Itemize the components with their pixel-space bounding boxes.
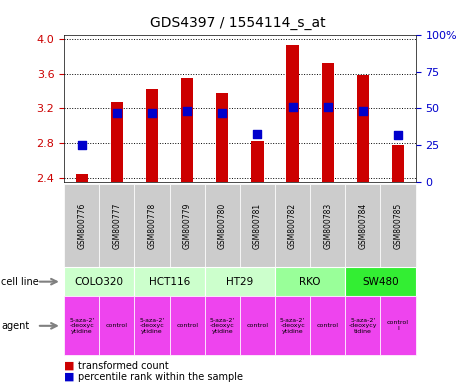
Point — [113, 110, 121, 116]
Text: percentile rank within the sample: percentile rank within the sample — [78, 372, 243, 382]
Text: 5-aza-2'
-deoxyc
ytidine: 5-aza-2' -deoxyc ytidine — [69, 318, 95, 334]
Text: 5-aza-2'
-deoxyc
ytidine: 5-aza-2' -deoxyc ytidine — [209, 318, 235, 334]
Bar — [76, 174, 88, 182]
Text: GSM800777: GSM800777 — [113, 202, 121, 249]
Text: transformed count: transformed count — [78, 361, 169, 371]
Text: control: control — [317, 323, 339, 328]
Text: HT29: HT29 — [226, 276, 254, 287]
Point — [78, 142, 86, 149]
Text: GSM800785: GSM800785 — [394, 202, 402, 249]
Bar — [146, 89, 158, 182]
Bar — [216, 93, 228, 182]
Point — [359, 108, 367, 114]
Bar — [251, 141, 264, 182]
Text: agent: agent — [1, 321, 29, 331]
Text: COLO320: COLO320 — [75, 276, 124, 287]
Text: GSM800783: GSM800783 — [323, 202, 332, 249]
Text: GSM800776: GSM800776 — [77, 202, 86, 249]
Bar — [286, 45, 299, 182]
Text: control
l: control l — [387, 320, 409, 331]
Bar — [392, 145, 404, 182]
Text: control: control — [247, 323, 268, 328]
Point — [183, 108, 191, 114]
Text: control: control — [106, 323, 128, 328]
Point — [394, 132, 402, 138]
Text: GDS4397 / 1554114_s_at: GDS4397 / 1554114_s_at — [150, 16, 325, 30]
Text: ■: ■ — [64, 361, 75, 371]
Text: 5-aza-2'
-deoxyc
ytidine: 5-aza-2' -deoxyc ytidine — [280, 318, 305, 334]
Text: GSM800780: GSM800780 — [218, 202, 227, 249]
Text: GSM800779: GSM800779 — [183, 202, 191, 249]
Bar — [181, 78, 193, 182]
Text: GSM800778: GSM800778 — [148, 202, 156, 249]
Text: RKO: RKO — [299, 276, 321, 287]
Text: control: control — [176, 323, 198, 328]
Text: GSM800784: GSM800784 — [359, 202, 367, 249]
Text: GSM800782: GSM800782 — [288, 202, 297, 249]
Bar — [111, 103, 123, 182]
Text: SW480: SW480 — [362, 276, 399, 287]
Point — [254, 131, 261, 137]
Text: cell line: cell line — [1, 276, 39, 287]
Point — [148, 110, 156, 116]
Point — [324, 104, 332, 110]
Bar — [357, 74, 369, 182]
Bar — [322, 63, 334, 182]
Text: 5-aza-2'
-deoxyc
ytidine: 5-aza-2' -deoxyc ytidine — [139, 318, 165, 334]
Text: ■: ■ — [64, 372, 75, 382]
Text: HCT116: HCT116 — [149, 276, 190, 287]
Point — [289, 104, 296, 110]
Text: GSM800781: GSM800781 — [253, 202, 262, 249]
Text: 5-aza-2'
-deoxycy
tidine: 5-aza-2' -deoxycy tidine — [349, 318, 377, 334]
Point — [218, 110, 226, 116]
